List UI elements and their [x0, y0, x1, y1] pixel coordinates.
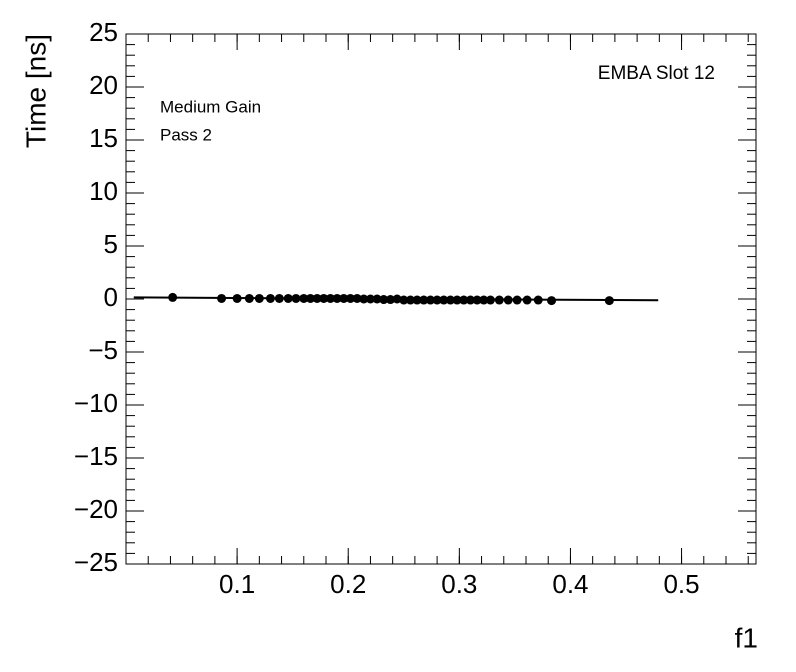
data-point — [479, 295, 489, 305]
data-point — [412, 295, 422, 305]
data-point — [168, 292, 178, 302]
data-point — [522, 295, 532, 305]
y-tick-label: −5 — [88, 335, 118, 365]
data-point — [459, 295, 469, 305]
y-tick-label: −15 — [74, 441, 118, 471]
data-point — [405, 295, 415, 305]
x-tick-label: 0.3 — [441, 569, 477, 599]
data-point — [291, 293, 301, 303]
y-axis-label: Time [ns] — [20, 34, 51, 148]
y-tick-label: 10 — [89, 176, 118, 206]
data-point — [299, 293, 309, 303]
y-tick-label: −10 — [74, 388, 118, 418]
y-tick-label: 20 — [89, 70, 118, 100]
data-point — [392, 294, 402, 304]
data-point — [533, 295, 543, 305]
data-point — [345, 293, 355, 303]
data-point — [432, 295, 442, 305]
data-point — [217, 293, 227, 303]
y-tick-label: −25 — [74, 547, 118, 577]
annotation: EMBA Slot 12 — [598, 63, 715, 84]
y-tick-label: 25 — [89, 17, 118, 47]
data-point — [425, 295, 435, 305]
data-point — [379, 295, 389, 305]
data-point — [339, 293, 349, 303]
y-tick-label: 0 — [104, 282, 118, 312]
data-point — [439, 295, 449, 305]
y-tick-label: −20 — [74, 494, 118, 524]
data-point — [372, 294, 382, 304]
data-point — [419, 295, 429, 305]
y-tick-label: 5 — [104, 229, 118, 259]
data-point — [604, 296, 614, 306]
data-point — [494, 295, 504, 305]
data-point — [465, 295, 475, 305]
data-point — [232, 293, 242, 303]
data-point — [512, 295, 522, 305]
x-tick-label: 0.5 — [663, 569, 699, 599]
data-point — [283, 293, 293, 303]
data-point — [452, 295, 462, 305]
data-point — [305, 293, 315, 303]
data-point — [503, 295, 513, 305]
data-point — [319, 293, 329, 303]
annotation: Pass 2 — [160, 125, 212, 144]
annotation: Medium Gain — [160, 97, 261, 116]
data-point — [472, 295, 482, 305]
y-tick-label: 15 — [89, 123, 118, 153]
data-point — [244, 293, 254, 303]
data-point — [359, 294, 369, 304]
data-point — [274, 293, 284, 303]
x-tick-label: 0.2 — [330, 569, 366, 599]
data-point — [365, 294, 375, 304]
data-point — [265, 293, 275, 303]
data-point — [485, 295, 495, 305]
data-point — [352, 293, 362, 303]
x-tick-label: 0.1 — [219, 569, 255, 599]
data-point — [399, 295, 409, 305]
data-point — [547, 296, 557, 306]
x-tick-label: 0.4 — [552, 569, 588, 599]
x-axis-label: f1 — [735, 622, 758, 653]
data-point — [254, 293, 264, 303]
data-point — [325, 293, 335, 303]
data-point — [445, 295, 455, 305]
data-point — [312, 293, 322, 303]
data-point — [385, 295, 395, 305]
data-point — [332, 293, 342, 303]
